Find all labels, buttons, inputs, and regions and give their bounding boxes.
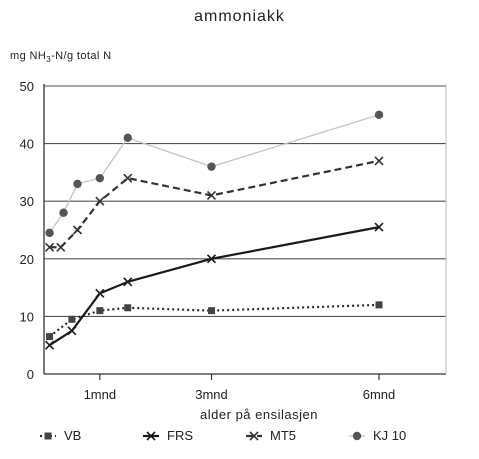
series-line-kj-10 bbox=[49, 114, 380, 234]
point-vb-2 bbox=[96, 307, 104, 315]
legend-swatch-frs bbox=[143, 430, 159, 441]
point-mt5-0 bbox=[45, 242, 55, 252]
point-frs-3-stroke-b bbox=[123, 277, 133, 287]
y-tick-label-0: 0 bbox=[27, 367, 34, 382]
point-frs-2 bbox=[95, 288, 105, 298]
y-tick-label-10: 10 bbox=[20, 309, 34, 324]
point-frs-4 bbox=[206, 254, 217, 264]
point-mt5-2 bbox=[72, 225, 83, 235]
point-vb-1 bbox=[68, 315, 76, 323]
point-kj-10-2 bbox=[73, 179, 82, 189]
legend-label-kj-10: KJ 10 bbox=[373, 428, 407, 443]
point-mt5-5-stroke-b bbox=[206, 190, 217, 201]
point-kj-10-1 bbox=[59, 208, 68, 217]
x-tick-label-1mnd: 1mnd bbox=[84, 387, 117, 402]
point-mt5-1 bbox=[56, 242, 66, 252]
series-line-mt5 bbox=[49, 159, 380, 249]
chart-plot: 0 10 20 30 40 50 1mnd 3mnd 6mnd alder på ensilasj… bbox=[20, 79, 447, 422]
point-frs-5 bbox=[374, 222, 384, 232]
series-line-frs bbox=[48, 226, 380, 347]
legend-marker-vb bbox=[44, 432, 52, 439]
point-kj-10-3 bbox=[95, 173, 105, 183]
point-mt5-0-stroke-b bbox=[45, 242, 55, 252]
series-group bbox=[45, 110, 384, 350]
legend-item-mt5: MT5 bbox=[244, 428, 347, 443]
legend: VB FRS MT5 KJ 10 bbox=[38, 428, 468, 443]
y-axis-label-part-1: mg NH bbox=[10, 50, 47, 62]
point-mt5-6 bbox=[374, 156, 384, 166]
y-tick-label-40: 40 bbox=[20, 137, 34, 152]
point-frs-0 bbox=[45, 340, 55, 350]
legend-label-frs: FRS bbox=[167, 428, 193, 443]
legend-swatch-kj-10 bbox=[349, 431, 365, 440]
legend-item-frs: FRS bbox=[141, 428, 244, 443]
point-frs-3 bbox=[123, 277, 133, 287]
point-kj-10-6 bbox=[374, 110, 384, 120]
point-frs-1-stroke-b bbox=[67, 326, 77, 336]
legend-marker-frs-stroke-b bbox=[146, 430, 156, 441]
legend-marker-frs bbox=[146, 430, 156, 441]
series-line-vb bbox=[48, 303, 380, 338]
legend-swatch-vb bbox=[40, 432, 56, 439]
legend-label-vb: VB bbox=[64, 428, 82, 443]
point-mt5-4 bbox=[123, 173, 133, 183]
legend-swatch-mt5 bbox=[246, 430, 262, 441]
point-vb-0 bbox=[46, 333, 54, 341]
point-kj-10-5 bbox=[207, 162, 216, 171]
tick-labels: 0 10 20 30 40 50 1mnd 3mnd 6mnd alder på ensilasj… bbox=[20, 79, 396, 422]
x-axis-title: alder på ensilasjen bbox=[200, 407, 318, 422]
legend-marker-kj-10 bbox=[352, 431, 362, 440]
x-tick-label-3mnd: 3mnd bbox=[195, 387, 228, 402]
chart-title: ammoniakk bbox=[194, 8, 285, 25]
y-tick-label-30: 30 bbox=[20, 194, 34, 209]
point-mt5-6-stroke-b bbox=[374, 156, 384, 166]
point-kj-10-4 bbox=[123, 133, 132, 143]
y-axis-label-subscript: 3 bbox=[46, 55, 52, 65]
gridlines bbox=[44, 85, 446, 317]
axes bbox=[43, 84, 447, 380]
y-tick-label-20: 20 bbox=[20, 252, 34, 267]
point-frs-4-stroke-b bbox=[206, 254, 217, 264]
point-mt5-1-stroke-b bbox=[56, 242, 66, 252]
point-frs-0-stroke-b bbox=[45, 340, 55, 350]
y-axis-label: mg NH3-N/g total N bbox=[10, 50, 112, 64]
point-kj-10-0 bbox=[45, 228, 54, 238]
point-vb-4 bbox=[208, 307, 215, 315]
point-mt5-5 bbox=[206, 190, 217, 201]
legend-marker-mt5-stroke-b bbox=[249, 430, 259, 441]
legend-marker-mt5 bbox=[249, 430, 259, 441]
point-frs-1 bbox=[67, 326, 77, 336]
point-mt5-4-stroke-b bbox=[123, 173, 133, 183]
x-tick-label-6mnd: 6mnd bbox=[363, 387, 396, 402]
point-mt5-2-stroke-b bbox=[72, 225, 83, 235]
point-vb-5 bbox=[375, 301, 383, 309]
point-frs-5-stroke-b bbox=[374, 222, 384, 232]
y-tick-label-50: 50 bbox=[20, 79, 34, 94]
point-mt5-3 bbox=[95, 196, 105, 206]
point-mt5-3-stroke-b bbox=[95, 196, 105, 206]
legend-item-kj-10: KJ 10 bbox=[347, 428, 450, 443]
legend-label-mt5: MT5 bbox=[270, 428, 296, 443]
point-frs-2-stroke-b bbox=[95, 288, 105, 298]
point-vb-3 bbox=[124, 304, 132, 312]
legend-item-vb: VB bbox=[38, 428, 141, 443]
y-axis-label-part-2: -N/g total N bbox=[51, 50, 112, 62]
